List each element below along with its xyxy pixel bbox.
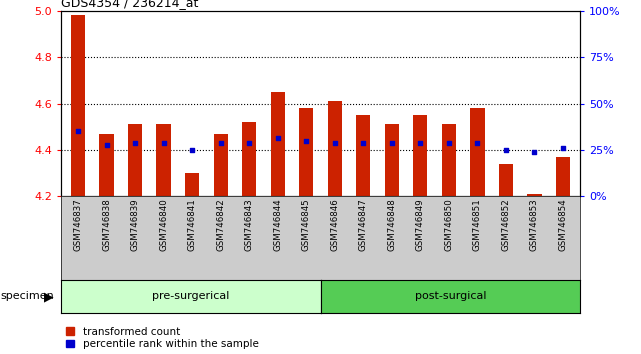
Bar [356,115,370,196]
Bar [470,108,485,196]
Bar [328,101,342,196]
Text: GSM746845: GSM746845 [302,198,311,251]
Bar [442,125,456,196]
Point [472,140,483,146]
Text: GSM746846: GSM746846 [330,198,339,251]
Text: GSM746850: GSM746850 [444,198,453,251]
Text: GSM746854: GSM746854 [558,198,567,251]
Point [501,147,511,153]
Text: GDS4354 / 236214_at: GDS4354 / 236214_at [61,0,198,10]
Point [558,145,568,150]
Point [272,136,283,141]
Bar [128,125,142,196]
Bar [71,15,85,196]
Text: GSM746841: GSM746841 [188,198,197,251]
Bar [413,115,428,196]
Point [387,140,397,146]
Text: GSM746852: GSM746852 [501,198,510,251]
Text: GSM746851: GSM746851 [473,198,482,251]
Bar [213,134,228,196]
Point [215,140,226,146]
Point [101,143,112,148]
Point [301,138,312,143]
Bar [99,134,113,196]
Text: GSM746849: GSM746849 [416,198,425,251]
Text: GSM746843: GSM746843 [245,198,254,251]
Point [187,147,197,153]
Legend: transformed count, percentile rank within the sample: transformed count, percentile rank withi… [66,327,259,349]
Text: GSM746839: GSM746839 [131,198,140,251]
Text: GSM746837: GSM746837 [74,198,83,251]
Bar [299,108,313,196]
Text: GSM746842: GSM746842 [216,198,225,251]
Bar [556,157,570,196]
Bar [156,125,171,196]
Point [244,140,254,146]
Point [415,140,426,146]
Text: specimen: specimen [1,291,54,302]
Text: GSM746853: GSM746853 [530,198,539,251]
Point [158,140,169,146]
Text: post-surgical: post-surgical [415,291,486,302]
Bar [185,173,199,196]
Text: pre-surgerical: pre-surgerical [152,291,229,302]
Point [329,140,340,146]
Bar [528,194,542,196]
Point [444,140,454,146]
Text: GSM746848: GSM746848 [387,198,396,251]
Text: GSM746847: GSM746847 [359,198,368,251]
Text: ▶: ▶ [44,290,53,303]
Bar [242,122,256,196]
Point [130,140,140,146]
Bar [385,125,399,196]
Bar [499,164,513,196]
Point [73,129,83,134]
Text: GSM746840: GSM746840 [159,198,168,251]
Text: GSM746844: GSM746844 [273,198,282,251]
Point [529,149,540,155]
Point [358,140,369,146]
Bar [271,92,285,196]
Text: GSM746838: GSM746838 [102,198,111,251]
